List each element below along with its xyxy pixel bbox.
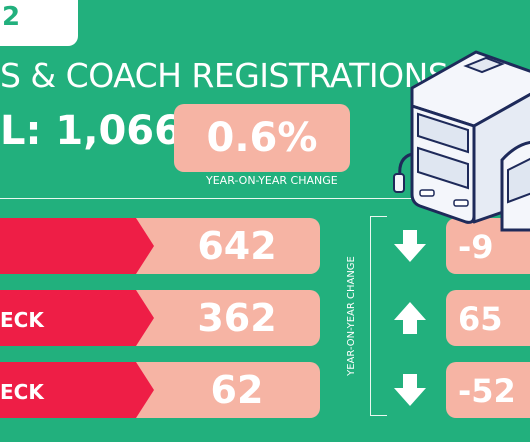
vertical-change-caption: YEAR-ON-YEAR CHANGE: [346, 256, 357, 376]
divider: [0, 198, 530, 199]
registration-value: 62: [210, 368, 264, 412]
page-title: S & COACH REGISTRATIONS: [0, 56, 449, 95]
section-tag: 2: [0, 0, 78, 46]
arrow-down-icon: [394, 374, 426, 406]
table-row: 642 -9: [0, 218, 530, 274]
registration-value: 642: [197, 224, 277, 268]
change-caption: YEAR-ON-YEAR CHANGE: [206, 174, 338, 187]
total-change-pill: 0.6%: [174, 104, 350, 172]
change-value: -52: [458, 372, 516, 410]
total-change-value: 0.6%: [206, 115, 318, 161]
category-label-arrow: [0, 362, 154, 418]
table-row: ECK 362 65: [0, 290, 530, 346]
bus-illustration: [393, 50, 530, 232]
change-bracket: [370, 216, 387, 416]
registration-value: 362: [197, 296, 277, 340]
change-pill: 65: [446, 290, 530, 346]
change-value: 65: [458, 300, 503, 338]
category-label: ECK: [0, 380, 44, 404]
arrow-up-icon: [394, 302, 426, 334]
total-registrations: L: 1,066: [0, 108, 182, 154]
table-row: ECK 62 -52: [0, 362, 530, 418]
category-label-arrow: [0, 290, 154, 346]
change-value: -9: [458, 228, 494, 266]
section-tag-text: 2: [2, 2, 21, 32]
category-label: ECK: [0, 308, 44, 332]
change-pill: -52: [446, 362, 530, 418]
category-label-arrow: [0, 218, 154, 274]
arrow-down-icon: [394, 230, 426, 262]
